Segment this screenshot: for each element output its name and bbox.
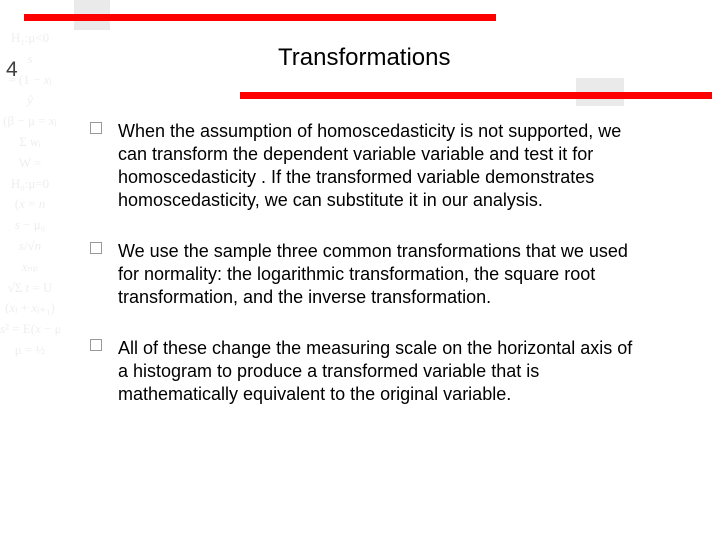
decorative-math-strip: H₁:μ<0 s = (1 − xⱼ ŷ (β − μ = xⱼ Σ wᵢ W … (0, 28, 60, 528)
bullet-marker-icon (90, 122, 102, 134)
bullet-item: We use the sample three common transform… (90, 240, 645, 309)
bullet-text: When the assumption of homoscedasticity … (118, 121, 621, 210)
bullet-text: We use the sample three common transform… (118, 241, 628, 307)
red-bar-title (240, 92, 712, 99)
bullet-marker-icon (90, 242, 102, 254)
red-bar-top (24, 14, 496, 21)
page-number: 4 (6, 58, 18, 82)
body-content: When the assumption of homoscedasticity … (90, 120, 645, 434)
slide-title: Transformations (278, 44, 451, 72)
bullet-marker-icon (90, 339, 102, 351)
bullet-item: All of these change the measuring scale … (90, 337, 645, 406)
bullet-item: When the assumption of homoscedasticity … (90, 120, 645, 212)
slide: H₁:μ<0 s = (1 − xⱼ ŷ (β − μ = xⱼ Σ wᵢ W … (0, 0, 720, 540)
bullet-text: All of these change the measuring scale … (118, 338, 632, 404)
